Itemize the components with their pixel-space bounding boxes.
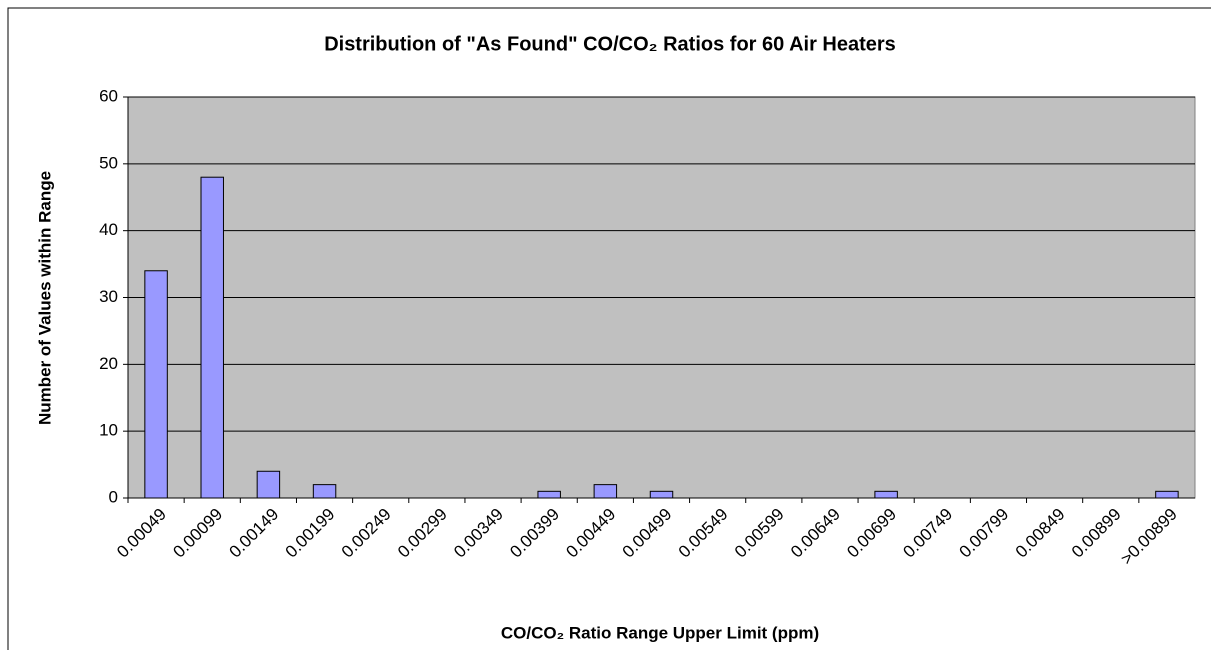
- y-tick-label: 20: [99, 354, 118, 373]
- y-tick-label: 0: [109, 487, 118, 506]
- x-axis-label: CO/CO₂ Ratio Range Upper Limit (ppm): [501, 623, 819, 642]
- bar: [144, 270, 168, 499]
- y-tick-label: 40: [99, 220, 118, 239]
- chart-title: Distribution of "As Found" CO/CO₂ Ratios…: [324, 33, 896, 55]
- bar: [537, 490, 561, 499]
- bar: [200, 176, 224, 499]
- y-tick-label: 10: [99, 421, 118, 440]
- bar: [593, 484, 618, 499]
- y-tick-label: 60: [99, 86, 118, 105]
- bar: [874, 490, 898, 499]
- bar: [1155, 490, 1179, 499]
- y-tick-label: 50: [99, 153, 118, 172]
- y-axis-label: Number of Values within Range: [35, 171, 54, 425]
- bar: [649, 490, 674, 499]
- bar: [312, 484, 337, 499]
- y-tick-label: 30: [99, 287, 118, 306]
- bar: [256, 470, 281, 499]
